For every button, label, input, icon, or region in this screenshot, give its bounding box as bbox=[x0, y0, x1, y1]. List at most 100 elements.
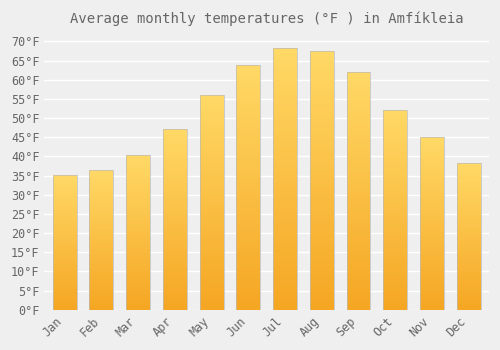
Bar bbox=[163, 183, 187, 185]
Bar bbox=[163, 201, 187, 203]
Bar bbox=[90, 237, 114, 238]
Bar bbox=[384, 122, 407, 124]
Bar bbox=[457, 183, 480, 185]
Bar bbox=[126, 216, 150, 217]
Bar bbox=[200, 222, 224, 224]
Bar bbox=[273, 273, 297, 276]
Bar bbox=[200, 99, 224, 101]
Bar bbox=[163, 257, 187, 259]
Bar bbox=[457, 228, 480, 229]
Bar bbox=[236, 82, 260, 84]
Bar bbox=[273, 265, 297, 268]
Bar bbox=[52, 196, 76, 198]
Bar bbox=[126, 307, 150, 308]
Bar bbox=[384, 132, 407, 134]
Bar bbox=[52, 287, 76, 288]
Bar bbox=[52, 244, 76, 245]
Bar bbox=[163, 205, 187, 207]
Bar bbox=[236, 114, 260, 116]
Bar bbox=[200, 234, 224, 237]
Bar bbox=[236, 180, 260, 182]
Bar bbox=[200, 168, 224, 170]
Bar bbox=[236, 253, 260, 256]
Bar bbox=[52, 210, 76, 211]
Bar bbox=[310, 92, 334, 94]
Bar bbox=[384, 284, 407, 286]
Bar bbox=[457, 307, 480, 308]
Bar bbox=[90, 300, 114, 301]
Bar bbox=[163, 285, 187, 286]
Bar bbox=[90, 227, 114, 229]
Bar bbox=[310, 120, 334, 123]
Bar bbox=[273, 250, 297, 252]
Bar bbox=[126, 202, 150, 203]
Bar bbox=[384, 194, 407, 196]
Bar bbox=[126, 250, 150, 251]
Bar bbox=[200, 191, 224, 194]
Bar bbox=[200, 243, 224, 245]
Bar bbox=[52, 195, 76, 196]
Bar bbox=[420, 170, 444, 172]
Bar bbox=[273, 247, 297, 250]
Bar bbox=[384, 130, 407, 132]
Bar bbox=[457, 189, 480, 191]
Bar bbox=[310, 273, 334, 276]
Bar bbox=[163, 283, 187, 285]
Bar bbox=[90, 224, 114, 226]
Bar bbox=[346, 303, 370, 305]
Bar bbox=[236, 84, 260, 87]
Bar bbox=[420, 198, 444, 199]
Bar bbox=[126, 166, 150, 168]
Bar bbox=[346, 88, 370, 91]
Bar bbox=[457, 238, 480, 239]
Bar bbox=[457, 176, 480, 177]
Bar bbox=[90, 303, 114, 304]
Bar bbox=[384, 110, 407, 112]
Bar bbox=[384, 208, 407, 210]
Bar bbox=[384, 146, 407, 148]
Bar bbox=[163, 173, 187, 174]
Bar bbox=[126, 171, 150, 172]
Bar bbox=[90, 285, 114, 286]
Bar bbox=[273, 205, 297, 208]
Bar bbox=[273, 231, 297, 234]
Bar bbox=[420, 304, 444, 306]
Bar bbox=[310, 94, 334, 97]
Bar bbox=[200, 280, 224, 282]
Bar bbox=[310, 128, 334, 131]
Bar bbox=[126, 288, 150, 290]
Bar bbox=[310, 162, 334, 164]
Bar bbox=[457, 170, 480, 172]
Bar bbox=[90, 240, 114, 241]
Bar bbox=[236, 204, 260, 207]
Bar bbox=[200, 118, 224, 120]
Bar bbox=[457, 187, 480, 188]
Bar bbox=[310, 74, 334, 77]
Bar bbox=[200, 250, 224, 252]
Bar bbox=[163, 163, 187, 165]
Bar bbox=[236, 65, 260, 310]
Bar bbox=[457, 257, 480, 258]
Bar bbox=[90, 258, 114, 259]
Bar bbox=[52, 176, 76, 177]
Bar bbox=[457, 254, 480, 256]
Bar bbox=[384, 124, 407, 126]
Bar bbox=[384, 118, 407, 120]
Bar bbox=[163, 199, 187, 201]
Bar bbox=[346, 110, 370, 112]
Bar bbox=[200, 219, 224, 222]
Bar bbox=[52, 201, 76, 202]
Bar bbox=[346, 105, 370, 107]
Bar bbox=[236, 133, 260, 136]
Bar bbox=[310, 279, 334, 281]
Bar bbox=[236, 77, 260, 79]
Bar bbox=[163, 301, 187, 302]
Bar bbox=[163, 297, 187, 299]
Bar bbox=[346, 245, 370, 248]
Bar bbox=[310, 118, 334, 120]
Bar bbox=[310, 154, 334, 157]
Bar bbox=[236, 102, 260, 104]
Bar bbox=[384, 206, 407, 208]
Bar bbox=[457, 225, 480, 226]
Bar bbox=[200, 301, 224, 303]
